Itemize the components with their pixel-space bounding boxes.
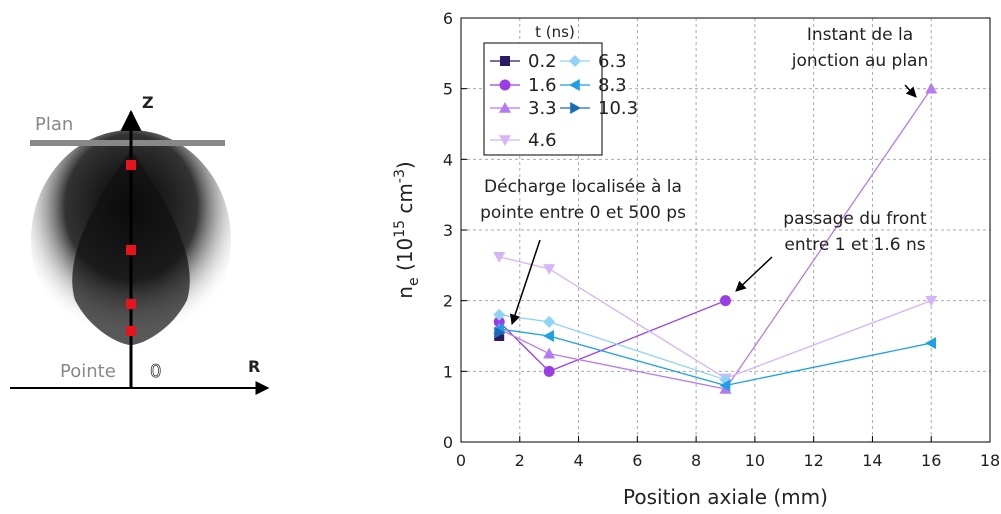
series-line <box>498 300 726 373</box>
legend-label: 8.3 <box>598 75 627 96</box>
x-tick-label: 2 <box>515 451 525 470</box>
y-axis-label-part: -3 <box>392 169 408 183</box>
annotation: entre 1 et 1.6 ns <box>784 235 925 255</box>
probe-point <box>126 299 136 309</box>
y-axis-label-part: n <box>393 286 417 299</box>
diagram: Z R Plan Pointe 0 <box>10 93 270 395</box>
annotation-arrow <box>735 256 773 292</box>
y-axis-label-part: e <box>406 277 422 286</box>
data-point <box>543 347 556 359</box>
annotation-arrow <box>510 239 541 325</box>
plan-label: Plan <box>35 114 73 135</box>
x-tick-label: 8 <box>691 451 701 470</box>
r-label: R <box>248 357 260 376</box>
data-point <box>925 337 937 350</box>
data-point <box>494 326 506 339</box>
data-point <box>543 315 556 328</box>
y-tick-label: 6 <box>443 9 453 28</box>
data-point <box>493 308 506 321</box>
y-axis-label-part: ) <box>393 161 417 169</box>
data-point <box>720 295 731 307</box>
x-tick-label: 18 <box>980 451 1000 470</box>
legend-label: 1.6 <box>528 75 557 96</box>
z-label: Z <box>142 93 154 112</box>
y-tick-label: 5 <box>443 80 453 99</box>
annotation: passage du front <box>783 209 927 229</box>
data-point <box>494 331 505 341</box>
data-point <box>543 365 555 377</box>
legend-marker <box>569 55 581 67</box>
series-line <box>499 256 932 380</box>
y-axis-label: ne (1015 cm-3) <box>392 161 422 298</box>
data-point <box>719 379 731 392</box>
series-line <box>499 328 932 387</box>
y-axis-label-part: 15 <box>392 220 408 238</box>
y-axis-label-part: (10 <box>393 238 417 278</box>
annotation: jonction au plan <box>791 51 929 71</box>
data-point <box>925 295 938 307</box>
y-tick-label: 0 <box>443 433 453 452</box>
series-line <box>499 314 726 381</box>
x-tick-label: 14 <box>862 451 882 470</box>
probe-point <box>126 245 136 255</box>
data-point <box>493 252 506 263</box>
legend-marker <box>570 102 581 114</box>
legend-label: 4.6 <box>528 130 557 151</box>
y-axis-label-part: cm <box>393 183 417 220</box>
y-tick-label: 3 <box>443 221 453 240</box>
origin-label: 0 <box>150 361 161 382</box>
legend-marker <box>499 102 511 113</box>
legend-label: 6.3 <box>598 51 627 72</box>
legend-marker <box>499 135 511 146</box>
x-axis-label: Position axiale (mm) <box>623 485 828 509</box>
data-point <box>543 330 554 342</box>
legend-title: t (ns) <box>535 23 575 41</box>
annotation: Instant de la <box>807 25 913 45</box>
x-tick-label: 10 <box>745 451 765 470</box>
legend-label: 10.3 <box>598 98 638 119</box>
annotation: pointe entre 0 et 500 ps <box>480 203 686 223</box>
y-tick-label: 1 <box>443 362 453 381</box>
annotation-arrow <box>904 84 917 98</box>
data-point <box>543 264 556 275</box>
probe-point <box>126 160 136 170</box>
data-point <box>925 82 938 94</box>
x-tick-label: 4 <box>573 451 583 470</box>
pointe-label: Pointe <box>60 361 116 382</box>
x-tick-label: 16 <box>921 451 941 470</box>
legend-label: 3.3 <box>528 98 557 119</box>
y-tick-label: 4 <box>443 150 453 169</box>
legend-marker <box>569 79 580 91</box>
legend-marker <box>500 56 510 66</box>
legend-marker <box>499 79 511 91</box>
legend-label: 0.2 <box>528 51 557 72</box>
series-line <box>498 88 932 390</box>
probe-point <box>126 326 136 336</box>
annotation: Décharge localisée à la <box>484 177 682 197</box>
x-tick-label: 6 <box>632 451 642 470</box>
plot-frame <box>460 17 991 443</box>
x-tick-label: 12 <box>803 451 823 470</box>
y-tick-label: 2 <box>443 292 453 311</box>
x-tick-label: 0 <box>456 451 466 470</box>
